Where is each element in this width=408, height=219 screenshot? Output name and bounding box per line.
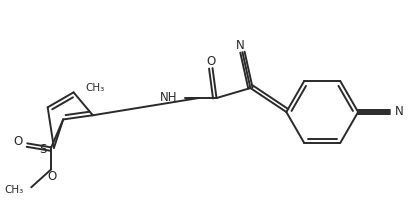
Text: N: N xyxy=(236,39,245,52)
Text: O: O xyxy=(13,135,22,148)
Text: NH: NH xyxy=(160,90,177,104)
Text: N: N xyxy=(395,106,404,118)
Text: CH₃: CH₃ xyxy=(4,185,23,195)
Text: CH₃: CH₃ xyxy=(86,83,105,93)
Text: O: O xyxy=(48,170,57,183)
Text: S: S xyxy=(40,143,47,156)
Text: O: O xyxy=(206,55,215,68)
